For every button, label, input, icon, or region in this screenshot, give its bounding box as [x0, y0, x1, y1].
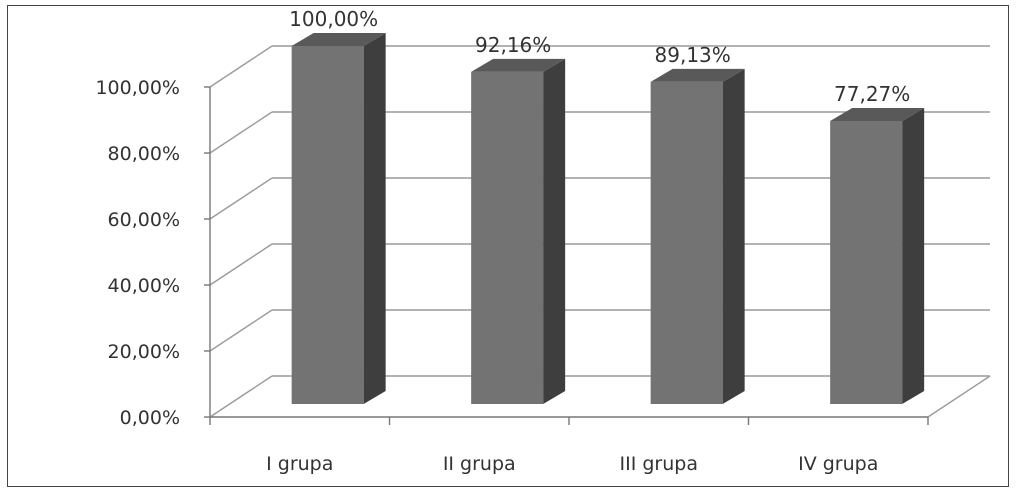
- bar-top: [471, 58, 566, 72]
- bar-1: [291, 33, 386, 404]
- data-label: 100,00%: [289, 7, 378, 31]
- x-category-label: III grupa: [620, 453, 698, 475]
- bar-top: [830, 108, 925, 122]
- y-tick-label: 60,00%: [108, 209, 180, 231]
- bar-side: [543, 58, 566, 404]
- y-tick-label: 20,00%: [108, 341, 180, 363]
- bar-3: [650, 68, 745, 404]
- bar-front: [830, 121, 903, 404]
- gridline-side: [209, 243, 273, 286]
- axis-layer: 0,00% 20,00% 40,00% 60,00% 80,00% 100,00%: [95, 77, 929, 429]
- y-tick-label: 80,00%: [108, 143, 180, 165]
- gridline-side: [209, 111, 273, 154]
- bar-side: [902, 108, 925, 404]
- y-tick-label: 40,00%: [108, 275, 180, 297]
- bar-side: [363, 33, 386, 404]
- gridline-side: [209, 309, 273, 352]
- bar-layer: [291, 33, 925, 404]
- bar-top: [650, 68, 745, 82]
- bar-4: [830, 108, 925, 404]
- bar-front: [650, 81, 723, 404]
- data-label: 89,13%: [655, 43, 731, 67]
- bar-top: [291, 33, 386, 46]
- x-category-label: IV grupa: [798, 453, 878, 475]
- bar-front: [291, 46, 364, 404]
- y-tick-label: 0,00%: [120, 407, 180, 429]
- x-category-label: I grupa: [266, 453, 333, 475]
- y-tick-label: 100,00%: [95, 77, 180, 99]
- gridline-side: [209, 375, 273, 418]
- data-label: 77,27%: [834, 82, 910, 106]
- gridline-side: [209, 45, 273, 88]
- floor-side-edge: [927, 375, 991, 418]
- data-label: 92,16%: [475, 33, 551, 57]
- bar-side: [722, 68, 745, 404]
- label-layer: 100,00% I grupa 92,16% II grupa 89,13% III gr…: [266, 7, 910, 475]
- bar-front: [471, 71, 544, 404]
- bar-2: [471, 58, 566, 404]
- x-category-label: II grupa: [443, 453, 516, 475]
- gridline-side: [209, 177, 273, 220]
